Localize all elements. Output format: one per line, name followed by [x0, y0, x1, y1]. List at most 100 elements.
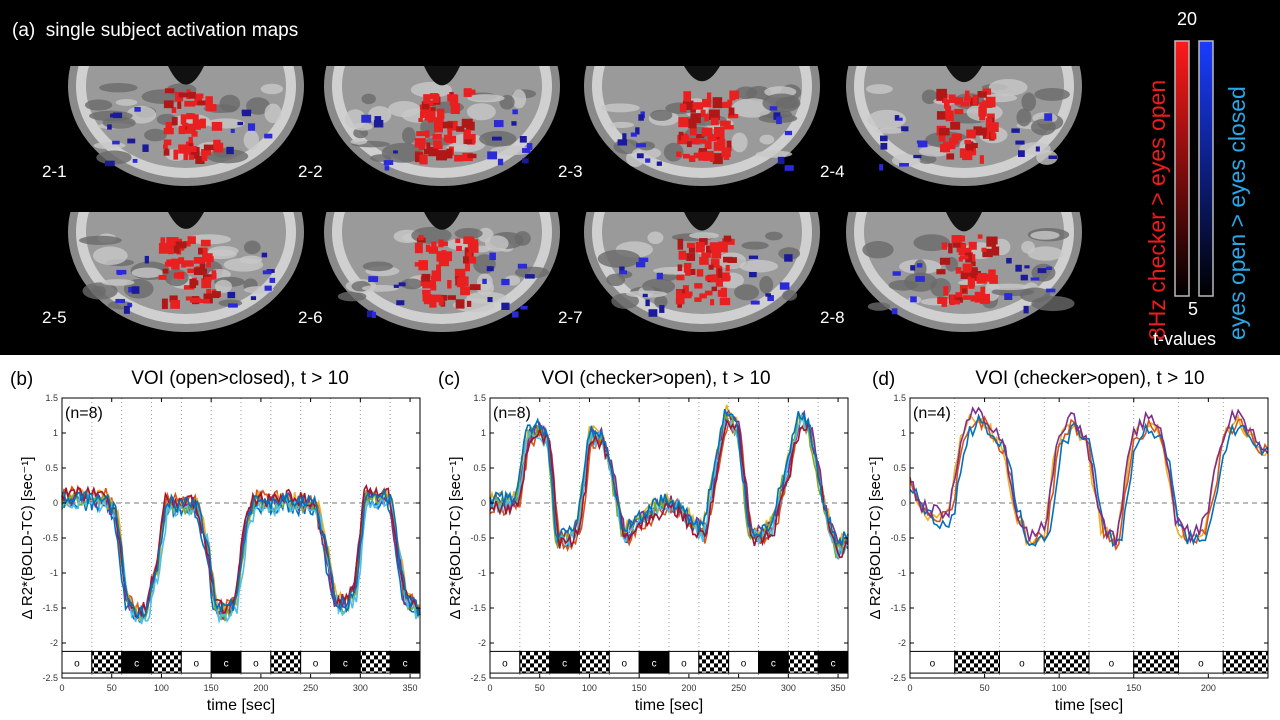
- stimulus-block-checker: [91, 650, 123, 674]
- stimulus-block-checker: [954, 650, 1000, 674]
- x-tick-label: 0: [907, 683, 912, 693]
- chart-2: o o o o -2.5 -2 -1.5 -1 -0.5 0 0.5 1 1.5 0 50 100 150 200…: [867, 393, 1269, 714]
- x-tick-label: 350: [403, 683, 418, 693]
- sample-size-annotation: (n=8): [493, 405, 531, 422]
- brain-slice-2-4: [846, 66, 1082, 186]
- y-tick-label: 1: [901, 428, 906, 438]
- y-tick-label: -1.5: [470, 603, 486, 613]
- y-tick-label: -2: [898, 638, 906, 648]
- y-tick-label: -2.5: [890, 673, 906, 683]
- y-tick-label: 0.5: [473, 463, 486, 473]
- panel-letter: (c): [438, 369, 461, 390]
- y-tick-label: 1.5: [473, 393, 486, 403]
- x-tick-label: 100: [1052, 683, 1067, 693]
- x-axis-label: time [sec]: [207, 697, 275, 714]
- brain-slice-2-2: [324, 66, 560, 186]
- stimulus-block-label: o: [930, 658, 936, 669]
- y-tick-label: 0.5: [893, 463, 906, 473]
- stimulus-block-label: c: [134, 658, 139, 669]
- panel-a-heading: single subject activation maps: [45, 20, 299, 41]
- panel-a-label: (a): [12, 20, 36, 41]
- slice-label-2-6: 2-6: [298, 308, 323, 327]
- stimulus-block-label: o: [621, 658, 627, 669]
- y-tick-label: -1.5: [890, 603, 906, 613]
- slice-label-2-2: 2-2: [298, 162, 323, 181]
- stimulus-block-checker: [270, 650, 302, 674]
- brain-slice-2-3: [584, 66, 820, 186]
- stimulus-block-checker: [1133, 650, 1179, 674]
- x-tick-label: 150: [204, 683, 219, 693]
- x-tick-label: 200: [1201, 683, 1216, 693]
- chart-1: o c o c o o c c -2.5 -2 -1.5 -1 -0.5 0 0.5 1 1.5 0 50 100 15…: [447, 393, 849, 714]
- y-tick-label: 0: [481, 498, 486, 508]
- x-tick-label: 0: [487, 683, 492, 693]
- x-tick-label: 100: [582, 683, 597, 693]
- panel-letter: (d): [872, 369, 896, 390]
- colorbar-units: t-values: [1153, 329, 1217, 349]
- x-axis-label: time [sec]: [635, 697, 703, 714]
- chart-title: VOI (checker>open), t > 10: [541, 368, 771, 389]
- chart-title: VOI (open>closed), t > 10: [131, 368, 349, 389]
- stimulus-block-label: c: [831, 658, 836, 669]
- y-tick-label: -2.5: [470, 673, 486, 683]
- brain-slice-2-1: [68, 66, 304, 186]
- y-tick-label: -1: [478, 568, 486, 578]
- slice-label-2-8: 2-8: [820, 308, 845, 327]
- x-tick-label: 200: [253, 683, 268, 693]
- slice-label-2-3: 2-3: [558, 162, 583, 181]
- brain-slice-2-6: [324, 212, 560, 332]
- stimulus-block-checker: [151, 650, 182, 674]
- colorbar-min: 5: [1188, 299, 1199, 319]
- y-tick-label: 1.5: [45, 393, 58, 403]
- x-tick-label: 300: [353, 683, 368, 693]
- stimulus-block-checker: [579, 650, 610, 674]
- series-line-3: [909, 413, 1269, 548]
- x-axis-label: time [sec]: [1055, 697, 1123, 714]
- colorbar: [1174, 40, 1214, 297]
- sample-size-annotation: (n=8): [65, 405, 103, 422]
- y-tick-label: -1: [898, 568, 906, 578]
- stimulus-block-label: o: [1109, 658, 1115, 669]
- x-tick-label: 250: [303, 683, 318, 693]
- stimulus-block-label: c: [343, 658, 348, 669]
- stimulus-block-label: o: [681, 658, 687, 669]
- colorbar-red: [1174, 40, 1190, 297]
- stimulus-block-label: o: [193, 658, 199, 669]
- slice-label-2-7: 2-7: [558, 308, 583, 327]
- x-tick-label: 250: [731, 683, 746, 693]
- y-tick-label: -2: [50, 638, 58, 648]
- y-tick-label: -1.5: [42, 603, 58, 613]
- brain-slice-2-5: [68, 212, 304, 332]
- panel-a-title: (a) single subject activation maps: [12, 20, 298, 42]
- series-line-8: [61, 488, 421, 619]
- stimulus-block-checker: [698, 650, 730, 674]
- panel-letter: (b): [10, 369, 34, 390]
- x-tick-label: 0: [59, 683, 64, 693]
- stimulus-block-label: c: [652, 658, 657, 669]
- y-tick-label: -0.5: [42, 533, 58, 543]
- stimulus-block-label: o: [741, 658, 747, 669]
- slice-label-2-5: 2-5: [42, 308, 67, 327]
- x-tick-label: 200: [681, 683, 696, 693]
- y-tick-label: 0: [53, 498, 58, 508]
- y-tick-label: 1: [53, 428, 58, 438]
- x-tick-label: 150: [1126, 683, 1141, 693]
- sample-size-annotation: (n=4): [913, 405, 951, 422]
- series-line-4: [910, 405, 1269, 546]
- stimulus-block-label: o: [313, 658, 319, 669]
- x-tick-label: 100: [154, 683, 169, 693]
- y-axis-label: Δ R2*(BOLD-TC) [sec⁻¹]: [867, 457, 884, 620]
- stimulus-block-label: o: [1198, 658, 1204, 669]
- colorbar-blue-label: eyes open > eyes closed: [1224, 86, 1250, 340]
- y-tick-label: 1: [481, 428, 486, 438]
- stimulus-block-label: c: [771, 658, 776, 669]
- stimulus-block-checker: [359, 650, 391, 674]
- y-axis-label: Δ R2*(BOLD-TC) [sec⁻¹]: [447, 457, 464, 620]
- activation-maps-panel: (a) single subject activation maps 8Hz c…: [0, 0, 1280, 355]
- y-tick-label: 0: [901, 498, 906, 508]
- stimulus-block-label: c: [562, 658, 567, 669]
- x-tick-label: 50: [107, 683, 117, 693]
- x-tick-label: 300: [781, 683, 796, 693]
- y-tick-label: 0.5: [45, 463, 58, 473]
- stimulus-block-checker: [1043, 650, 1090, 674]
